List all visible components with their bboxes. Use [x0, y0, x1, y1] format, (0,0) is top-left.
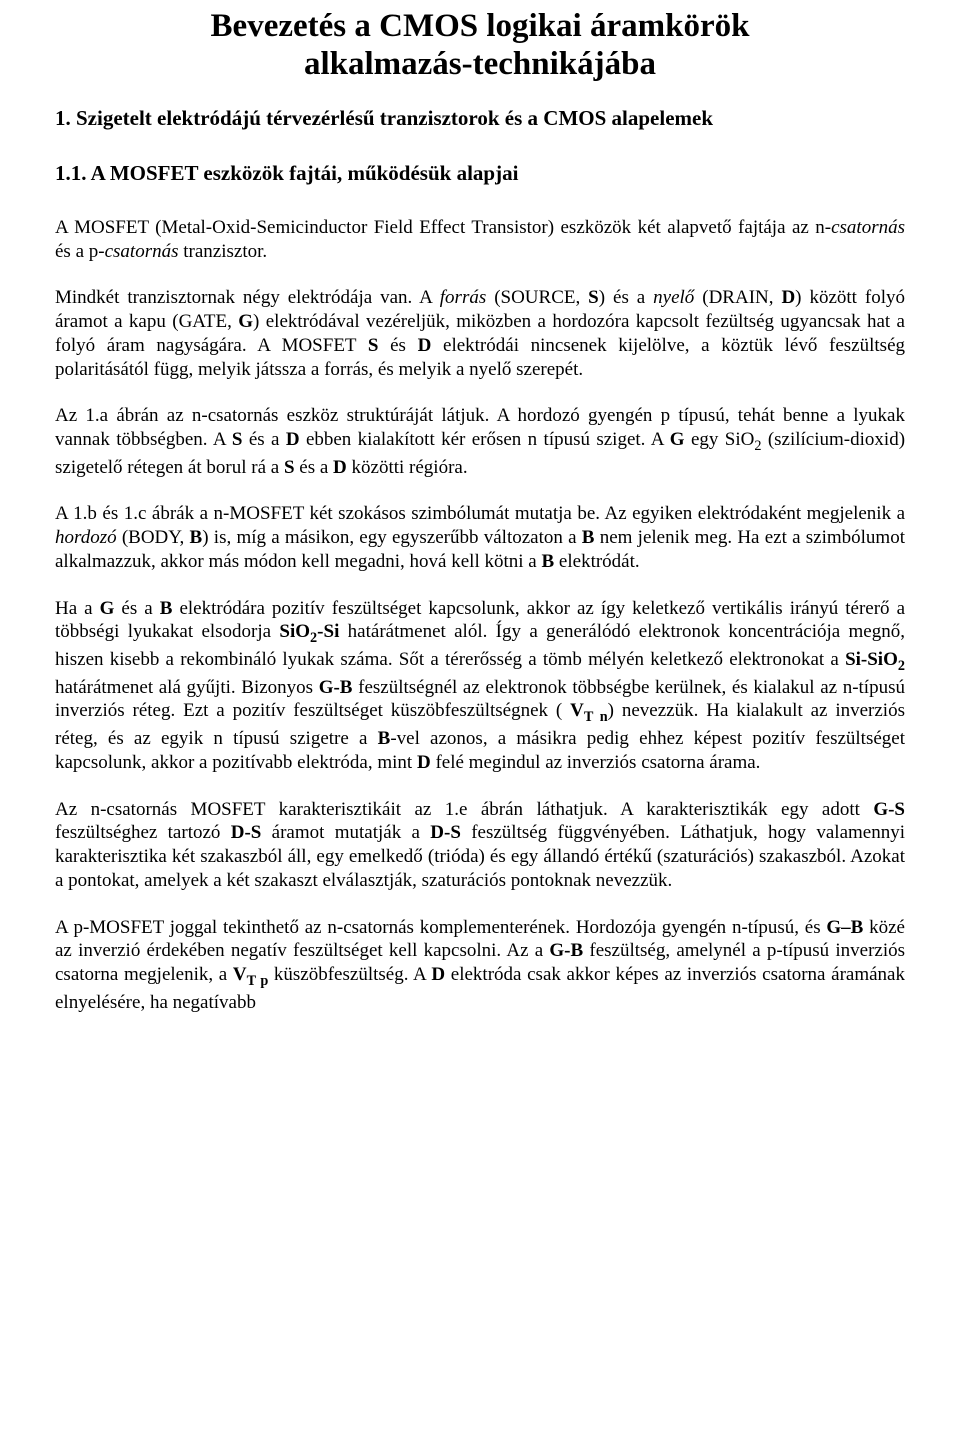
text: Mindkét tranzisztornak négy elektródája … — [55, 287, 440, 308]
section-1-heading: 1. Szigetelt elektródájú térvezérlésű tr… — [55, 106, 905, 131]
text: közötti régióra. — [347, 457, 468, 478]
text-bold: B — [378, 728, 391, 749]
text-bold: G-B — [319, 677, 353, 698]
text-bold: D — [286, 429, 300, 450]
text: küszöbfeszültség. A — [268, 964, 431, 985]
text: ) is, míg a másikon, egy egyszerűbb vált… — [202, 527, 582, 548]
text: határátmenet alá gyűjti. Bizonyos — [55, 677, 319, 698]
text: és a p- — [55, 241, 105, 262]
text: és a — [295, 457, 334, 478]
text: elektródát. — [554, 551, 639, 572]
text-bold: D — [417, 752, 431, 773]
paragraph-1: A MOSFET (Metal-Oxid-Semicinductor Field… — [55, 216, 905, 264]
text-bold: G — [670, 429, 685, 450]
text: ebben kialakított kér erősen n típusú sz… — [300, 429, 670, 450]
title-line-2: alkalmazás-technikájába — [304, 46, 656, 82]
text-bold: D — [333, 457, 347, 478]
text-italic: csatornás — [831, 217, 905, 238]
text: A 1.b és 1.c ábrák a n-MOSFET két szokás… — [55, 503, 905, 524]
text: feszültséghez tartozó — [55, 822, 231, 843]
section-1-1-heading: 1.1. A MOSFET eszközök fajtái, működésük… — [55, 161, 905, 186]
text: ) és a — [599, 287, 653, 308]
text-bold: G-S — [873, 799, 905, 820]
paragraph-5: Ha a G és a B elektródára pozitív feszül… — [55, 597, 905, 775]
text: (SOURCE, — [486, 287, 588, 308]
paragraph-4: A 1.b és 1.c ábrák a n-MOSFET két szokás… — [55, 502, 905, 573]
text-bold: G — [100, 598, 115, 619]
text: és — [378, 335, 417, 356]
text: A MOSFET (Metal-Oxid-Semicinductor Field… — [55, 217, 831, 238]
text: tranzisztor. — [179, 241, 268, 262]
text-bold: S — [232, 429, 243, 450]
text: (BODY, — [117, 527, 190, 548]
text-italic: hordozó — [55, 527, 117, 548]
text: felé megindul az inverziós csatorna áram… — [431, 752, 761, 773]
title-line-1: Bevezetés a CMOS logikai áramkörök — [211, 8, 750, 44]
text: (DRAIN, — [694, 287, 781, 308]
text-bold: -Si — [317, 621, 339, 642]
text-bold: G — [238, 311, 253, 332]
text-bold: G-B — [549, 940, 583, 961]
text-bold: D — [781, 287, 795, 308]
text-bold: D-S — [231, 822, 262, 843]
paragraph-3: Az 1.a ábrán az n-csatornás eszköz struk… — [55, 404, 905, 479]
subscript: 2 — [898, 658, 905, 674]
text-bold: S — [284, 457, 295, 478]
text: és a — [242, 429, 285, 450]
text-bold: S — [588, 287, 599, 308]
subscript: T p — [247, 973, 269, 989]
text-bold: D-S — [430, 822, 461, 843]
text-bold: G–B — [826, 917, 863, 938]
text-bold: D — [418, 335, 432, 356]
subscript: T n — [584, 709, 608, 725]
text-bold: V — [233, 964, 247, 985]
text-bold: V — [570, 700, 584, 721]
text-bold: B — [541, 551, 554, 572]
paragraph-2: Mindkét tranzisztornak négy elektródája … — [55, 286, 905, 381]
text-italic: forrás — [440, 287, 486, 308]
text: A p-MOSFET joggal tekinthető az n-csator… — [55, 917, 826, 938]
text-bold: D — [431, 964, 445, 985]
text-bold: B — [582, 527, 595, 548]
text: egy SiO — [685, 429, 755, 450]
text-bold: Si-SiO — [845, 649, 898, 670]
text-italic: csatornás — [105, 241, 179, 262]
text-bold: B — [160, 598, 173, 619]
text-italic: nyelő — [653, 287, 694, 308]
text-bold: SiO — [279, 621, 310, 642]
text-bold: S — [368, 335, 379, 356]
text: Ha a — [55, 598, 100, 619]
text-bold: B — [190, 527, 203, 548]
page-title: Bevezetés a CMOS logikai áramkörök alkal… — [55, 8, 905, 84]
text: és a — [114, 598, 159, 619]
paragraph-7: A p-MOSFET joggal tekinthető az n-csator… — [55, 916, 905, 1015]
text: Az n-csatornás MOSFET karakterisztikáit … — [55, 799, 873, 820]
paragraph-6: Az n-csatornás MOSFET karakterisztikáit … — [55, 798, 905, 893]
text: áramot mutatják a — [261, 822, 430, 843]
